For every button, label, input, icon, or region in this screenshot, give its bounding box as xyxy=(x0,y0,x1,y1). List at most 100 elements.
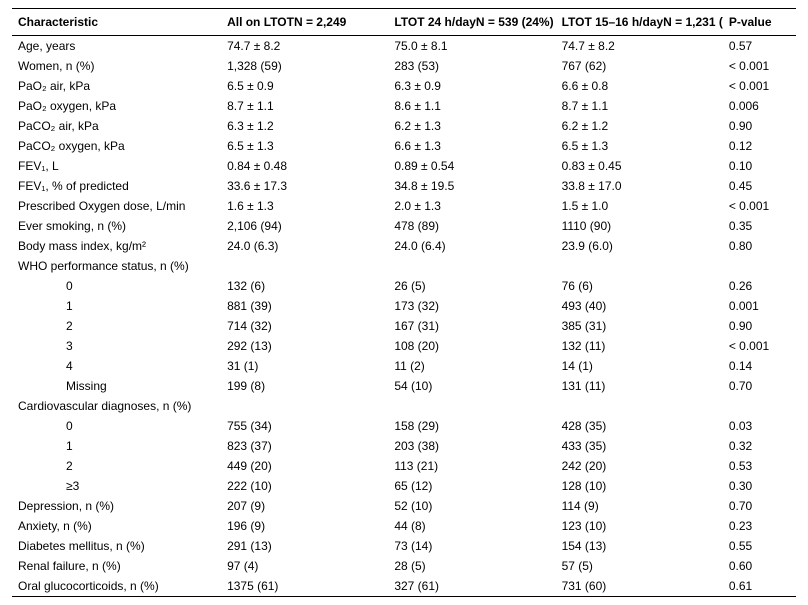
cell-characteristic: PaO₂ air, kPa xyxy=(12,76,221,96)
cell-p: 0.90 xyxy=(723,116,796,136)
table-row: PaCO₂ air, kPa6.3 ± 1.26.2 ± 1.36.2 ± 1.… xyxy=(12,116,796,136)
cell-g24: 113 (21) xyxy=(388,456,555,476)
cell-g15: 385 (31) xyxy=(556,316,723,336)
cell-p: < 0.001 xyxy=(723,76,796,96)
cell-characteristic: Prescribed Oxygen dose, L/min xyxy=(12,196,221,216)
cell-p: < 0.001 xyxy=(723,196,796,216)
characteristics-table: Characteristic All on LTOTN = 2,249 LTOT… xyxy=(12,8,796,597)
cell-all xyxy=(221,256,388,276)
table-row: FEV₁, % of predicted33.6 ± 17.334.8 ± 19… xyxy=(12,176,796,196)
cell-characteristic: PaCO₂ air, kPa xyxy=(12,116,221,136)
cell-g15: 74.7 ± 8.2 xyxy=(556,36,723,57)
cell-characteristic: Ever smoking, n (%) xyxy=(12,216,221,236)
cell-g24: 28 (5) xyxy=(388,556,555,576)
cell-characteristic: 0 xyxy=(12,276,221,296)
cell-g24: 108 (20) xyxy=(388,336,555,356)
cell-characteristic: Oral glucocorticoids, n (%) xyxy=(12,576,221,597)
cell-all: 2,106 (94) xyxy=(221,216,388,236)
cell-all: 74.7 ± 8.2 xyxy=(221,36,388,57)
cell-g15: 493 (40) xyxy=(556,296,723,316)
cell-p: 0.32 xyxy=(723,436,796,456)
cell-p: 0.55 xyxy=(723,536,796,556)
cell-g15: 131 (11) xyxy=(556,376,723,396)
table-row: Diabetes mellitus, n (%)291 (13)73 (14)1… xyxy=(12,536,796,556)
table-row: Oral glucocorticoids, n (%)1375 (61)327 … xyxy=(12,576,796,597)
cell-p: 0.006 xyxy=(723,96,796,116)
cell-g24: 283 (53) xyxy=(388,56,555,76)
cell-g24: 26 (5) xyxy=(388,276,555,296)
cell-all: 291 (13) xyxy=(221,536,388,556)
table-body: Age, years74.7 ± 8.275.0 ± 8.174.7 ± 8.2… xyxy=(12,36,796,597)
cell-g24: 34.8 ± 19.5 xyxy=(388,176,555,196)
cell-characteristic: Missing xyxy=(12,376,221,396)
cell-g15: 242 (20) xyxy=(556,456,723,476)
cell-all: 0.84 ± 0.48 xyxy=(221,156,388,176)
table-row: 2449 (20)113 (21)242 (20)0.53 xyxy=(12,456,796,476)
cell-g24: 327 (61) xyxy=(388,576,555,597)
cell-characteristic: Renal failure, n (%) xyxy=(12,556,221,576)
table-row: Ever smoking, n (%)2,106 (94)478 (89)111… xyxy=(12,216,796,236)
cell-p: 0.30 xyxy=(723,476,796,496)
table-row: Body mass index, kg/m²24.0 (6.3)24.0 (6.… xyxy=(12,236,796,256)
table-row: 431 (1)11 (2)14 (1)0.14 xyxy=(12,356,796,376)
cell-p: 0.001 xyxy=(723,296,796,316)
cell-g24: 44 (8) xyxy=(388,516,555,536)
cell-characteristic: Depression, n (%) xyxy=(12,496,221,516)
table-row: Missing199 (8)54 (10)131 (11)0.70 xyxy=(12,376,796,396)
cell-g15: 6.5 ± 1.3 xyxy=(556,136,723,156)
cell-g15: 128 (10) xyxy=(556,476,723,496)
cell-g15: 76 (6) xyxy=(556,276,723,296)
cell-all: 1.6 ± 1.3 xyxy=(221,196,388,216)
cell-all: 1375 (61) xyxy=(221,576,388,597)
table-row: Anxiety, n (%)196 (9)44 (8)123 (10)0.23 xyxy=(12,516,796,536)
table-row: PaCO₂ oxygen, kPa6.5 ± 1.36.6 ± 1.36.5 ±… xyxy=(12,136,796,156)
table-row: ≥3222 (10)65 (12)128 (10)0.30 xyxy=(12,476,796,496)
cell-all: 6.3 ± 1.2 xyxy=(221,116,388,136)
cell-all: 33.6 ± 17.3 xyxy=(221,176,388,196)
cell-p: 0.61 xyxy=(723,576,796,597)
table-row: PaO₂ air, kPa6.5 ± 0.96.3 ± 0.96.6 ± 0.8… xyxy=(12,76,796,96)
cell-g15: 8.7 ± 1.1 xyxy=(556,96,723,116)
cell-g15: 1.5 ± 1.0 xyxy=(556,196,723,216)
table-row: Cardiovascular diagnoses, n (%) xyxy=(12,396,796,416)
col-header-characteristic: Characteristic xyxy=(12,9,221,36)
cell-p xyxy=(723,256,796,276)
cell-g15: 132 (11) xyxy=(556,336,723,356)
cell-g24: 6.6 ± 1.3 xyxy=(388,136,555,156)
cell-g24: 158 (29) xyxy=(388,416,555,436)
cell-all: 24.0 (6.3) xyxy=(221,236,388,256)
cell-g15: 123 (10) xyxy=(556,516,723,536)
table-row: 0132 (6)26 (5)76 (6)0.26 xyxy=(12,276,796,296)
table-row: Renal failure, n (%)97 (4)28 (5)57 (5)0.… xyxy=(12,556,796,576)
cell-p: < 0.001 xyxy=(723,336,796,356)
cell-characteristic: 1 xyxy=(12,436,221,456)
cell-all: 1,328 (59) xyxy=(221,56,388,76)
cell-all: 823 (37) xyxy=(221,436,388,456)
cell-g15: 6.2 ± 1.2 xyxy=(556,116,723,136)
cell-characteristic: 2 xyxy=(12,316,221,336)
table-row: 2714 (32)167 (31)385 (31)0.90 xyxy=(12,316,796,336)
table-row: Depression, n (%)207 (9)52 (10)114 (9)0.… xyxy=(12,496,796,516)
cell-p: 0.57 xyxy=(723,36,796,57)
table-row: Women, n (%)1,328 (59)283 (53)767 (62)< … xyxy=(12,56,796,76)
cell-characteristic: 3 xyxy=(12,336,221,356)
cell-p: 0.45 xyxy=(723,176,796,196)
cell-g15 xyxy=(556,256,723,276)
table-row: 0755 (34)158 (29)428 (35)0.03 xyxy=(12,416,796,436)
cell-p: 0.60 xyxy=(723,556,796,576)
cell-g24: 52 (10) xyxy=(388,496,555,516)
cell-all xyxy=(221,396,388,416)
cell-p: 0.03 xyxy=(723,416,796,436)
cell-p: 0.35 xyxy=(723,216,796,236)
cell-characteristic: Women, n (%) xyxy=(12,56,221,76)
cell-characteristic: ≥3 xyxy=(12,476,221,496)
cell-characteristic: Age, years xyxy=(12,36,221,57)
table-row: Prescribed Oxygen dose, L/min1.6 ± 1.32.… xyxy=(12,196,796,216)
col-header-24h: LTOT 24 h/dayN = 539 (24%) xyxy=(388,9,555,36)
cell-p: 0.14 xyxy=(723,356,796,376)
table-row: Age, years74.7 ± 8.275.0 ± 8.174.7 ± 8.2… xyxy=(12,36,796,57)
cell-p: 0.80 xyxy=(723,236,796,256)
cell-all: 6.5 ± 0.9 xyxy=(221,76,388,96)
cell-g15: 114 (9) xyxy=(556,496,723,516)
cell-g24 xyxy=(388,396,555,416)
